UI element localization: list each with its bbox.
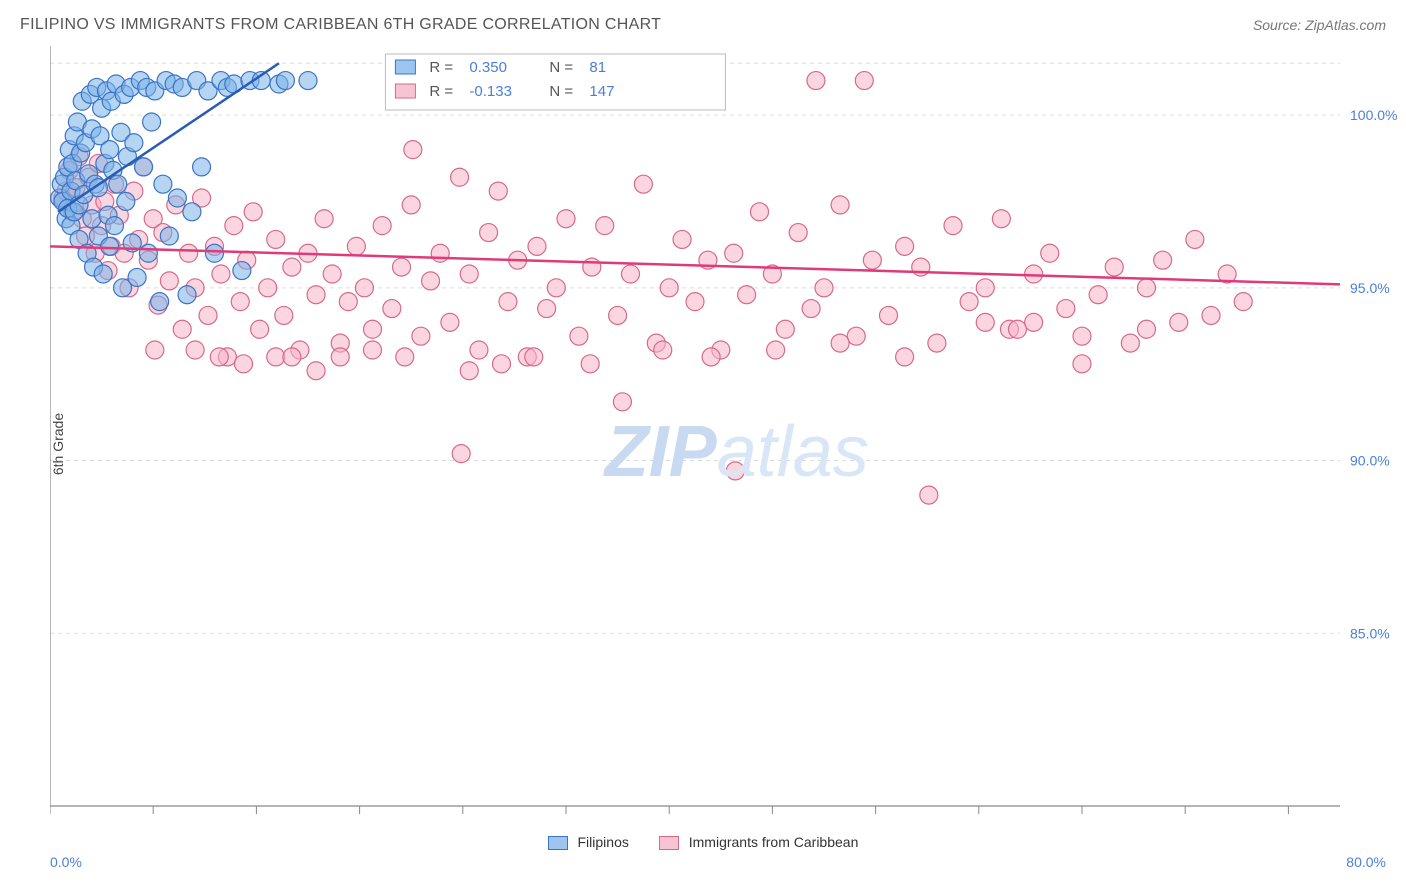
- legend-label: Filipinos: [578, 834, 629, 850]
- source-attribution: Source: ZipAtlas.com: [1253, 17, 1386, 33]
- legend-swatch-icon: [659, 836, 679, 850]
- legend-bottom: Filipinos Immigrants from Caribbean: [0, 826, 1406, 854]
- svg-text:N =: N =: [549, 83, 573, 100]
- x-axis-max-label: 80.0%: [1346, 854, 1386, 870]
- svg-text:81: 81: [589, 59, 606, 76]
- svg-text:100.0%: 100.0%: [1350, 107, 1397, 123]
- svg-text:N =: N =: [549, 59, 573, 76]
- svg-text:85.0%: 85.0%: [1350, 625, 1390, 641]
- x-axis-min-label: 0.0%: [50, 854, 82, 870]
- legend-label: Immigrants from Caribbean: [689, 834, 859, 850]
- correlation-scatter-chart: 100.0% 95.0% 90.0% 85.0% R = 0.350 N = 81 R = -0.…: [50, 46, 1400, 826]
- svg-text:95.0%: 95.0%: [1350, 280, 1390, 296]
- svg-text:90.0%: 90.0%: [1350, 453, 1390, 469]
- legend-item-caribbean: Immigrants from Caribbean: [659, 834, 859, 850]
- legend-item-filipinos: Filipinos: [548, 834, 629, 850]
- svg-text:R =: R =: [429, 59, 453, 76]
- svg-text:-0.133: -0.133: [469, 83, 512, 100]
- page-title: FILIPINO VS IMMIGRANTS FROM CARIBBEAN 6T…: [20, 16, 661, 34]
- y-axis-label: 6th Grade: [50, 413, 66, 475]
- svg-text:0.350: 0.350: [469, 59, 507, 76]
- svg-text:147: 147: [589, 83, 614, 100]
- svg-text:R =: R =: [429, 83, 453, 100]
- legend-swatch-icon: [548, 836, 568, 850]
